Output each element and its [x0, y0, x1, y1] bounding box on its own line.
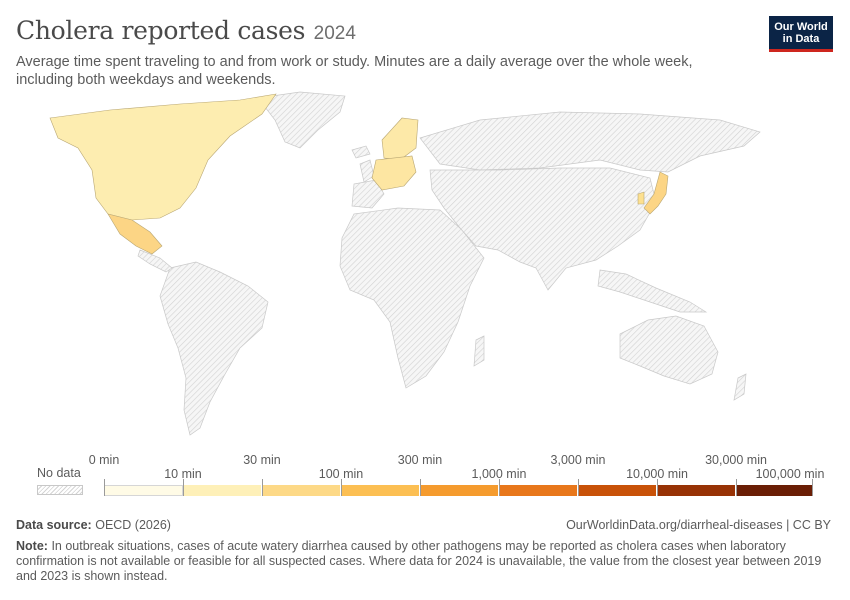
legend-bin: [104, 485, 183, 496]
region-russia: [419, 111, 761, 173]
legend-bin: [183, 485, 262, 496]
legend-tick: [420, 479, 421, 496]
region-central-europe: [371, 155, 417, 191]
chart-title-block: Cholera reported cases 2024: [16, 16, 356, 45]
footnote-label: Note:: [16, 539, 48, 553]
legend-tick: [341, 479, 342, 496]
legend-bin: [736, 485, 813, 496]
legend-tick-label: 10 min: [164, 467, 202, 481]
legend-bin: [499, 485, 578, 496]
chart-title: Cholera reported cases: [16, 16, 306, 45]
owid-logo[interactable]: Our World in Data: [769, 16, 833, 52]
region-africa: [339, 207, 485, 389]
map-legend: No data 0 min 10 min 30 min 100 min 300 …: [0, 448, 850, 503]
region-central-america: [137, 249, 173, 273]
logo-line-2: in Data: [782, 33, 820, 45]
region-scandinavia: [381, 117, 419, 161]
legend-tick-label: 100 min: [318, 467, 364, 481]
legend-tick-label: 30 min: [243, 453, 281, 467]
region-new-zealand: [733, 373, 747, 401]
region-southeast-asia: [597, 269, 708, 313]
legend-tick: [812, 479, 813, 496]
legend-tick-label: 0 min: [88, 453, 120, 467]
data-source-label: Data source:: [16, 518, 92, 532]
region-iceland: [351, 145, 371, 159]
legend-bin: [657, 485, 736, 496]
region-uk: [359, 159, 375, 183]
legend-tick-label: 1,000 min: [471, 467, 527, 481]
legend-tick: [104, 479, 105, 496]
chart-year: 2024: [313, 23, 356, 44]
legend-bin: [262, 485, 341, 496]
region-south-america: [159, 261, 269, 436]
data-source: Data source: OECD (2026): [16, 518, 171, 532]
legend-tick-label: 100,000 min: [755, 467, 825, 481]
region-madagascar: [473, 335, 485, 367]
data-source-value[interactable]: OECD (2026): [95, 518, 171, 532]
chart-subtitle: Average time spent traveling to and from…: [16, 54, 693, 88]
legend-tick: [499, 479, 500, 496]
footnote-text: In outbreak situations, cases of acute w…: [16, 539, 822, 583]
region-north-america: [49, 93, 277, 221]
legend-tick: [262, 479, 263, 496]
region-southwest-europe: [351, 179, 385, 209]
region-mexico: [107, 213, 163, 255]
world-map[interactable]: [0, 90, 850, 445]
legend-bin: [341, 485, 420, 496]
legend-no-data-swatch: [37, 485, 83, 495]
legend-tick: [183, 479, 184, 496]
legend-bin: [420, 485, 499, 496]
legend-tick: [736, 479, 737, 496]
footnote: Note: In outbreak situations, cases of a…: [16, 539, 831, 584]
region-australia: [619, 315, 719, 385]
region-korea: [637, 191, 645, 205]
logo-line-1: Our World: [774, 21, 828, 33]
region-asia: [429, 167, 657, 291]
region-greenland: [257, 91, 346, 149]
legend-tick-label: 3,000 min: [550, 453, 606, 467]
legend-bin: [578, 485, 657, 496]
source-url-link[interactable]: OurWorldinData.org/diarrheal-diseases | …: [566, 518, 831, 532]
legend-tick-label: 10,000 min: [626, 467, 688, 481]
legend-tick: [578, 479, 579, 496]
legend-tick: [657, 479, 658, 496]
region-japan: [643, 171, 669, 215]
legend-no-data-label: No data: [37, 466, 81, 480]
legend-tick-label: 300 min: [397, 453, 443, 467]
legend-tick-label: 30,000 min: [705, 453, 767, 467]
